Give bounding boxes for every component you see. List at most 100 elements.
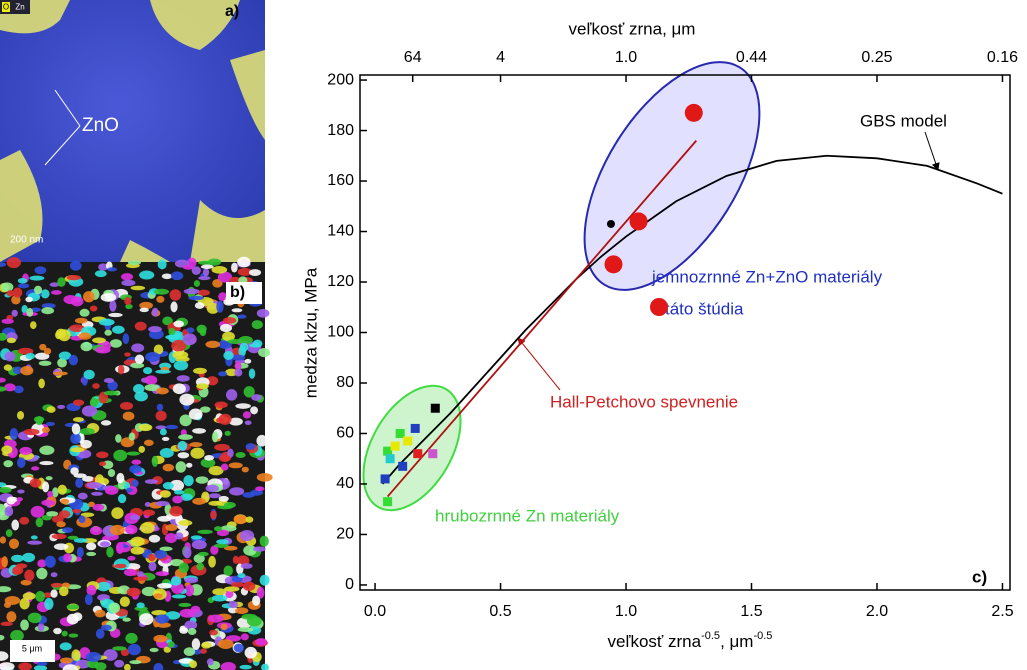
grain — [190, 448, 204, 459]
grain — [0, 536, 6, 543]
grain — [101, 625, 112, 631]
y-tick-label: 100 — [327, 324, 354, 341]
grain — [71, 649, 80, 661]
grain — [59, 510, 71, 518]
study-point — [630, 212, 648, 230]
y-tick-label: 140 — [327, 223, 354, 240]
grain — [256, 435, 267, 447]
grain — [143, 510, 155, 516]
grain — [52, 534, 67, 539]
grain — [1, 556, 8, 567]
grain — [22, 553, 35, 562]
grain — [255, 638, 267, 646]
grain — [90, 526, 102, 535]
x2-tick-label: 0.44 — [736, 49, 767, 66]
grain — [62, 527, 73, 533]
grain — [53, 371, 68, 375]
grain — [71, 447, 85, 452]
grain — [210, 510, 217, 519]
grain — [96, 629, 105, 639]
grain — [140, 522, 155, 533]
y-tick-label: 20 — [336, 526, 354, 543]
grain — [139, 271, 154, 280]
grain — [240, 665, 252, 669]
grain — [51, 290, 62, 295]
grain — [39, 461, 53, 465]
point — [383, 497, 392, 506]
annotation: hrubozrnné Zn materiály — [435, 506, 620, 525]
grain — [245, 647, 257, 659]
grain — [109, 300, 116, 312]
grain — [156, 296, 164, 303]
panel-label: b) — [230, 284, 245, 301]
grain — [197, 530, 213, 534]
grain — [223, 351, 233, 360]
x2-tick-label: 0.16 — [987, 49, 1018, 66]
grain — [257, 473, 273, 482]
grain — [17, 457, 26, 468]
grain — [25, 297, 33, 302]
grain — [104, 330, 111, 336]
grain — [79, 332, 92, 339]
grain — [0, 622, 12, 626]
grain — [125, 633, 137, 644]
grain — [29, 276, 44, 281]
grain — [183, 547, 191, 558]
grain — [237, 257, 250, 267]
grain — [209, 493, 221, 498]
grain — [172, 496, 183, 504]
grain — [149, 535, 160, 543]
grain — [198, 552, 209, 556]
grain — [50, 589, 57, 598]
grain — [179, 603, 192, 607]
grain — [189, 660, 197, 668]
grain — [24, 429, 40, 436]
grain — [178, 434, 193, 440]
grain — [96, 451, 108, 458]
grain — [115, 434, 121, 443]
grain — [127, 556, 135, 561]
grain — [228, 339, 243, 344]
grain — [196, 476, 209, 483]
grain — [73, 417, 84, 422]
grain — [218, 371, 227, 376]
grain — [125, 525, 137, 535]
grain — [131, 286, 146, 290]
x-tick-label: 1.5 — [740, 603, 762, 620]
grain — [30, 321, 37, 329]
grain — [18, 283, 29, 288]
x-tick-label: 0.0 — [364, 603, 386, 620]
grain — [192, 428, 206, 434]
grain — [120, 402, 133, 410]
grain — [221, 624, 228, 631]
grain — [39, 446, 54, 455]
grain — [84, 370, 95, 380]
grain — [35, 416, 43, 425]
grain — [253, 546, 266, 551]
grain — [139, 424, 153, 431]
grain — [70, 261, 82, 271]
grain — [150, 648, 159, 652]
grain — [241, 563, 253, 569]
grain — [234, 369, 242, 377]
grain — [258, 348, 270, 357]
grain — [163, 464, 174, 471]
grain — [10, 630, 24, 641]
grain — [153, 635, 167, 642]
grain — [79, 516, 86, 523]
x-label-part: veľkosť zrna — [608, 632, 702, 651]
grain — [249, 269, 261, 276]
grain — [2, 319, 14, 324]
grain — [72, 509, 82, 513]
grain — [233, 556, 239, 564]
grain — [35, 591, 45, 602]
grain — [136, 602, 144, 608]
grain — [106, 547, 113, 558]
grain — [5, 506, 14, 516]
y-tick-label: 40 — [336, 475, 354, 492]
grain — [4, 383, 16, 391]
grain — [252, 320, 263, 329]
grain — [80, 440, 91, 449]
grain — [198, 290, 210, 296]
grain — [162, 273, 172, 279]
